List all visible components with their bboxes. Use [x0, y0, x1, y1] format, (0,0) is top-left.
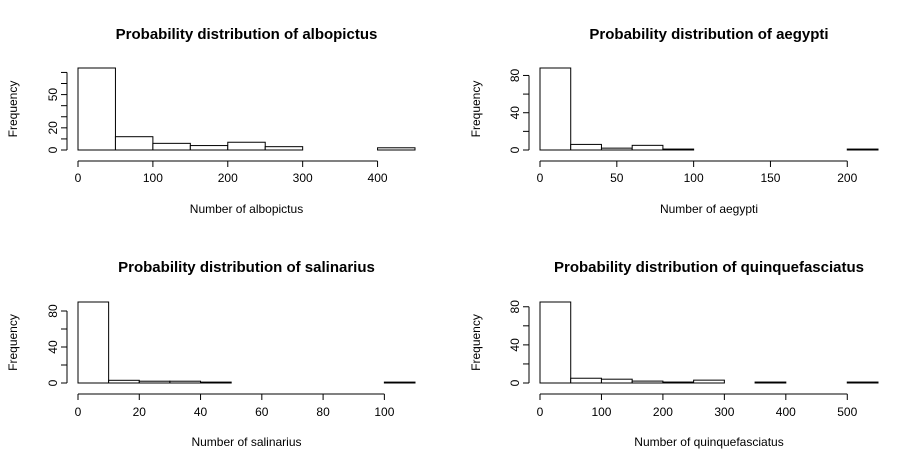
histogram-bar: [383, 381, 416, 384]
x-tick-label: 40: [194, 405, 208, 419]
x-tick-label: 50: [610, 171, 624, 185]
y-axis-label: Frequency: [469, 314, 483, 371]
chart-title: Probability distribution of albopictus: [116, 26, 378, 43]
x-tick-label: 100: [374, 405, 394, 419]
y-tick-label: 40: [508, 106, 522, 120]
x-tick-label: 300: [293, 171, 313, 185]
x-axis-label: Number of quinquefasciatus: [634, 435, 783, 449]
x-tick-label: 60: [255, 405, 269, 419]
x-tick-label: 20: [133, 405, 147, 419]
histogram-bar: [570, 143, 602, 151]
histogram-bar: [662, 381, 695, 384]
x-tick-label: 100: [143, 171, 163, 185]
histogram-bar: [662, 148, 695, 151]
histogram-bar: [114, 136, 154, 151]
chart-title: Probability distribution of aegypti: [589, 26, 828, 43]
x-tick-label: 150: [760, 171, 780, 185]
x-tick-label: 400: [368, 171, 388, 185]
x-axis-label: Number of aegypti: [660, 202, 758, 216]
histogram-bar: [138, 380, 171, 384]
histogram-bar: [189, 145, 229, 151]
y-tick-label: 40: [46, 340, 60, 354]
x-tick-label: 200: [218, 171, 238, 185]
histogram-bar: [264, 146, 304, 151]
y-tick-label: 0: [46, 146, 60, 153]
histogram-bar: [539, 301, 572, 384]
x-tick-label: 200: [837, 171, 857, 185]
x-tick-label: 0: [537, 171, 544, 185]
y-tick-label: 20: [46, 121, 60, 135]
x-axis-label: Number of salinarius: [191, 435, 301, 449]
y-tick-label: 80: [508, 300, 522, 314]
histogram-bar: [570, 377, 602, 384]
y-tick-label: 40: [508, 338, 522, 352]
x-tick-label: 0: [537, 405, 544, 419]
histogram-bar: [539, 67, 572, 151]
histogram-bar: [600, 378, 633, 384]
histogram-bar: [200, 381, 232, 384]
histogram-bar: [600, 147, 633, 151]
y-tick-label: 0: [508, 146, 522, 153]
x-tick-label: 300: [714, 405, 734, 419]
x-tick-label: 80: [316, 405, 330, 419]
histogram-bar: [152, 142, 191, 151]
histogram-bar: [377, 147, 416, 151]
x-axis-label: Number of albopictus: [190, 202, 303, 216]
histogram-bar: [227, 141, 266, 151]
x-tick-label: 400: [776, 405, 796, 419]
x-tick-label: 100: [684, 171, 704, 185]
y-tick-label: 80: [508, 68, 522, 82]
x-tick-label: 100: [591, 405, 611, 419]
x-tick-label: 200: [653, 405, 673, 419]
y-tick-label: 0: [508, 379, 522, 386]
y-tick-label: 50: [46, 88, 60, 102]
histogram-bar: [169, 380, 202, 384]
histogram-bar: [846, 148, 879, 151]
y-axis-label: Frequency: [469, 81, 483, 138]
y-tick-label: 80: [46, 304, 60, 318]
x-tick-label: 0: [75, 405, 82, 419]
chart-title: Probability distribution of salinarius: [118, 259, 375, 276]
histogram-bar: [846, 381, 879, 384]
histogram-bar: [108, 379, 140, 384]
x-tick-label: 0: [75, 171, 82, 185]
y-axis-label: Frequency: [6, 81, 20, 138]
chart-title: Probability distribution of quinquefasci…: [554, 259, 864, 276]
histogram-bar: [754, 381, 787, 384]
histogram-bar: [77, 301, 110, 384]
x-tick-label: 500: [837, 405, 857, 419]
histogram-bar: [77, 67, 116, 151]
histogram-bar: [631, 144, 664, 151]
y-axis-label: Frequency: [6, 314, 20, 371]
histogram-bar: [693, 379, 725, 384]
histogram-bar: [631, 380, 664, 384]
y-tick-label: 0: [46, 379, 60, 386]
